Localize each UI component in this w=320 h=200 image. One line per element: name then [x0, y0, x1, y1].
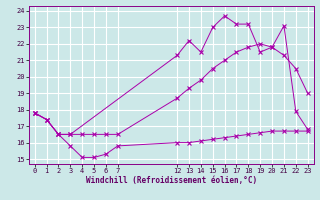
- X-axis label: Windchill (Refroidissement éolien,°C): Windchill (Refroidissement éolien,°C): [86, 176, 257, 185]
